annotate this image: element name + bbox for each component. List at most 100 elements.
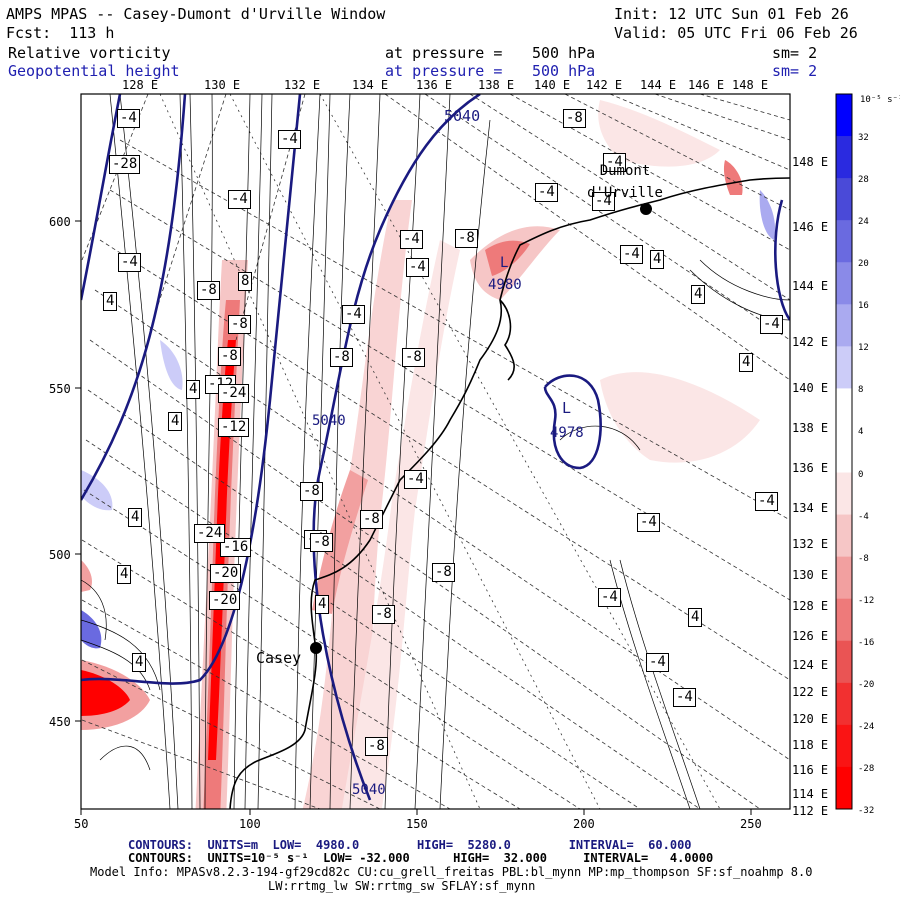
colorbar-label: -8 xyxy=(858,553,869,564)
vorticity-contour-label: 4 xyxy=(168,412,183,431)
x-tick-50: 50 xyxy=(74,817,89,831)
vorticity-contour-label: -8 xyxy=(218,347,241,366)
left-ticks xyxy=(75,220,81,722)
top-longitude-label: 130 E xyxy=(204,78,241,92)
colorbar-label: -12 xyxy=(858,595,875,606)
colorbar-swatch xyxy=(836,430,852,474)
colorbar-label: 32 xyxy=(858,133,869,144)
colorbar-label: -24 xyxy=(858,721,875,732)
right-longitude-label: 126 E xyxy=(792,629,829,643)
colorbar xyxy=(835,93,853,810)
top-longitude-label: 142 E xyxy=(586,78,623,92)
colorbar-label: 0 xyxy=(858,469,864,480)
x-tick-250: 250 xyxy=(740,817,762,831)
colorbar-label: -4 xyxy=(858,511,869,522)
vorticity-contour-label: -24 xyxy=(218,384,250,403)
model-info: Model Info: MPASv8.2.3-194-gf29cd82c CU:… xyxy=(90,865,813,879)
field2-smoothing: sm= 2 xyxy=(772,62,818,80)
colorbar-frame xyxy=(835,93,853,810)
right-longitude-label: 144 E xyxy=(792,279,829,293)
colorbar-label: 20 xyxy=(858,259,869,270)
height-label-middle: 5040 xyxy=(312,413,346,429)
field1-pressure-value: 500 hPa xyxy=(532,44,596,62)
colorbar-label: -20 xyxy=(858,679,875,690)
vorticity-contour-label: 4 xyxy=(688,608,703,627)
y-tick-600: 600 xyxy=(49,215,71,229)
x-tick-200: 200 xyxy=(573,817,595,831)
vorticity-contour-label: -24 xyxy=(194,524,226,543)
right-longitude-label: 142 E xyxy=(792,335,829,349)
colorbar-swatch xyxy=(836,640,852,684)
vorticity-contours xyxy=(81,94,790,809)
vorticity-contour-label: -4 xyxy=(592,192,615,211)
colorbar-label: -28 xyxy=(858,763,875,774)
top-longitude-label: 148 E xyxy=(732,78,769,92)
plot-title: AMPS MPAS -- Casey-Dumont d'Urville Wind… xyxy=(6,5,386,23)
colorbar-label: -32 xyxy=(858,806,875,816)
vorticity-contour-label: -8 xyxy=(432,563,455,582)
plot-frame xyxy=(80,93,791,810)
x-tick-150: 150 xyxy=(406,817,428,831)
field1-name: Relative vorticity xyxy=(8,44,171,62)
right-longitude-label: 114 E xyxy=(792,787,829,801)
colorbar-label: 12 xyxy=(858,343,869,354)
field2-name: Geopotential height xyxy=(8,62,180,80)
right-longitude-label: 146 E xyxy=(792,220,829,234)
vorticity-contour-label: -8 xyxy=(402,348,425,367)
colorbar-swatch xyxy=(836,724,852,768)
low-marker-center: L xyxy=(562,399,572,417)
vorticity-contour-label: -4 xyxy=(117,109,140,128)
y-tick-450: 450 xyxy=(49,715,71,729)
vorticity-contour-label: -20 xyxy=(209,591,241,610)
colorbar-swatch xyxy=(836,472,852,516)
vorticity-contour-label: 8 xyxy=(238,272,253,291)
vorticity-contour-label: -4 xyxy=(598,588,621,607)
height-label-top: 5040 xyxy=(444,107,481,125)
field2-pressure-value: 500 hPa xyxy=(532,62,596,80)
vorticity-contour-label: -12 xyxy=(218,418,250,437)
right-longitude-label: 148 E xyxy=(792,155,829,169)
vorticity-contour-label: 4 xyxy=(691,285,706,304)
right-longitude-label: 136 E xyxy=(792,461,829,475)
top-longitude-label: 132 E xyxy=(284,78,321,92)
vorticity-contour-label: -8 xyxy=(300,482,323,501)
vorticity-contour-label: -8 xyxy=(330,348,353,367)
colorbar-swatch xyxy=(836,598,852,642)
top-longitude-label: 128 E xyxy=(122,78,159,92)
top-longitude-label: 140 E xyxy=(534,78,571,92)
right-longitude-label: 118 E xyxy=(792,738,829,752)
durville-station-marker xyxy=(640,203,652,215)
height-label-4980: 4980 xyxy=(488,277,522,293)
field1-smoothing: sm= 2 xyxy=(772,44,818,62)
vorticity-contour-label: 4 xyxy=(132,653,147,672)
right-longitude-label: 128 E xyxy=(792,599,829,613)
vorticity-contour-label: -4 xyxy=(755,492,778,511)
station-label-durville: Dumont d'Urville xyxy=(587,163,663,201)
colorbar-label: 28 xyxy=(858,175,869,186)
vorticity-contour-label: -8 xyxy=(228,315,251,334)
colorbar-swatch xyxy=(836,262,852,305)
vorticity-contour-label: 4 xyxy=(128,508,143,527)
vorticity-contour-label: 4 xyxy=(739,353,754,372)
top-longitude-label: 144 E xyxy=(640,78,677,92)
colorbar-label: 16 xyxy=(858,301,869,312)
top-longitude-label: 138 E xyxy=(478,78,515,92)
colorbar-swatch xyxy=(836,514,852,558)
station-label-casey: Casey xyxy=(256,649,302,667)
y-tick-500: 500 xyxy=(49,548,71,562)
colorbar-swatch xyxy=(836,136,852,179)
init-time: Init: 12 UTC Sun 01 Feb 26 xyxy=(614,5,849,23)
vorticity-contour-label: -20 xyxy=(210,564,242,583)
model-info-radiation: LW:rrtmg_lw SW:rrtmg_sw SFLAY:sf_mynn xyxy=(268,879,536,893)
height-contour-info: CONTOURS: UNITS=m LOW= 4980.0 HIGH= 5280… xyxy=(128,838,692,852)
top-longitude-label: 134 E xyxy=(352,78,389,92)
colorbar-label: -16 xyxy=(858,637,875,648)
colorbar-label: 24 xyxy=(858,217,869,228)
colorbar-swatch xyxy=(836,220,852,263)
field1-pressure-label: at pressure = xyxy=(385,44,503,62)
right-longitude-label: 138 E xyxy=(792,421,829,435)
vorticity-contour-label: -28 xyxy=(109,155,141,174)
right-longitude-label: 140 E xyxy=(792,381,829,395)
colorbar-swatch xyxy=(836,94,852,137)
